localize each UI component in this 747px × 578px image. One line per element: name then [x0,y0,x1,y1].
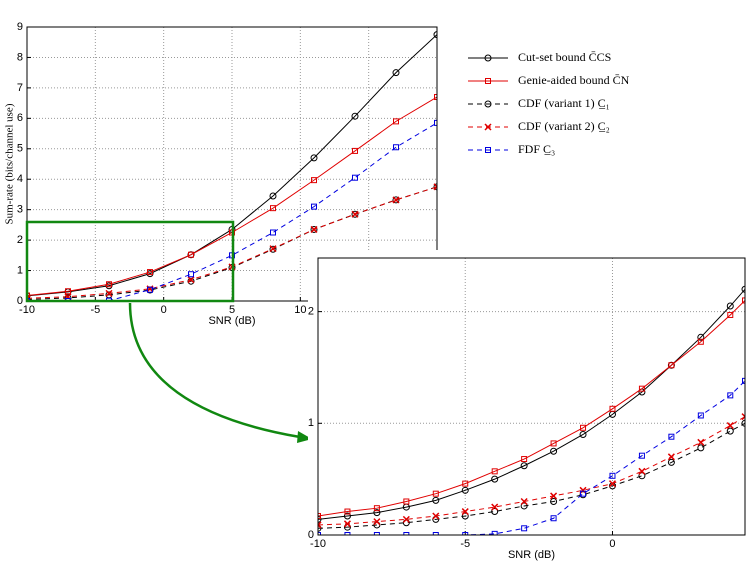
x-tick-label: 10 [294,304,306,316]
marker [311,226,317,232]
marker [271,230,276,235]
legend-label: FDF C̲₃ [518,142,555,156]
y-tick-label: 5 [17,143,23,155]
y-tick-label: 6 [17,112,23,124]
marker [393,197,399,203]
legend-label: Cut-set bound C̄CS [518,50,611,64]
y-tick-label: 4 [17,173,23,185]
legend-label: Genie-aided bound C̄N [518,73,630,87]
y-tick-label: 2 [17,234,23,246]
legend: Cut-set bound C̄CS Genie-aided bound C̄N C… [468,50,630,156]
y-tick-label: 1 [17,264,23,276]
x-axis-label: SNR (dB) [508,549,555,561]
x-axis-label: SNR (dB) [208,315,255,327]
x-tick-label: 0 [609,538,615,550]
y-tick-label: 0 [308,529,314,541]
y-tick-label: 2 [308,306,314,318]
y-tick-label: 7 [17,82,23,94]
legend-label: CDF (variant 1) C̲₁ [518,96,610,110]
y-tick-label: 8 [17,51,23,63]
y-tick-label: 9 [17,21,23,33]
x-tick-label: -5 [90,304,100,316]
y-axis-label: Sum-rate (bits/channel use) [4,103,16,224]
y-tick-label: 0 [17,295,23,307]
marker [189,272,194,277]
y-tick-label: 1 [308,417,314,429]
marker [352,211,358,217]
legend-label: CDF (variant 2) C̲₂ [518,119,610,133]
zoom-box [27,222,233,301]
x-tick-label: 0 [161,304,167,316]
y-tick-label: 3 [17,204,23,216]
x-tick-label: -5 [460,538,470,550]
